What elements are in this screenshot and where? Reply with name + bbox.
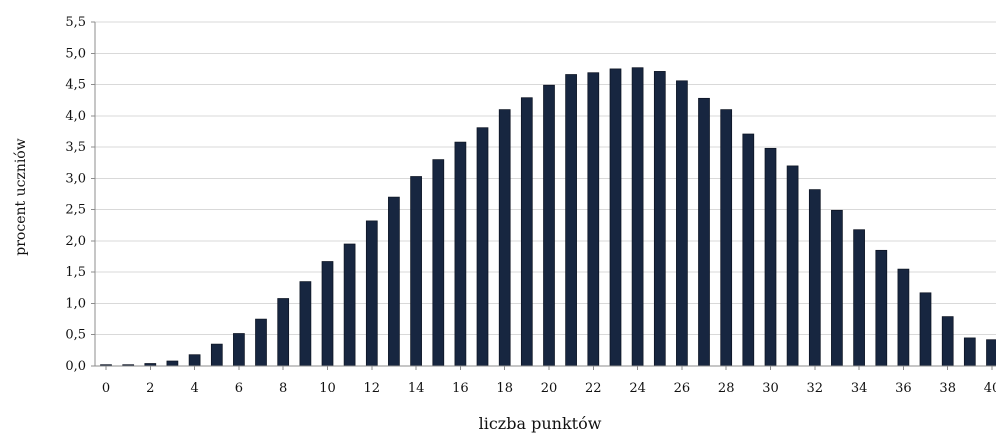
bar [831, 209, 843, 367]
y-tick-label: 3,0 [65, 171, 86, 186]
x-tick-label: 6 [235, 381, 243, 396]
bar [653, 71, 666, 367]
bar [432, 159, 445, 367]
x-tick-label: 28 [718, 381, 735, 396]
bar [543, 84, 555, 367]
x-tick-label: 0 [102, 381, 110, 396]
bar [498, 109, 511, 367]
y-tick-label: 0,5 [65, 328, 86, 343]
y-axis-tick-labels: 0,0 0,5 1,0 1,5 2,0 2,5 3,0 3,5 4,0 4,5 5,0 5,5 [65, 15, 86, 374]
bar [321, 261, 334, 367]
x-axis-tick-labels: 0246810121416182022242628303234363840 [102, 381, 996, 396]
y-tick-label: 0,0 [65, 359, 86, 374]
bar [631, 67, 644, 367]
bar [233, 333, 245, 367]
bar [587, 72, 600, 367]
y-tick-label: 3,5 [65, 140, 86, 155]
bar [720, 109, 733, 367]
y-tick-label: 5,0 [65, 46, 86, 61]
bar [210, 343, 223, 367]
bar [786, 165, 799, 367]
bar [188, 354, 201, 367]
y-tick-label: 5,5 [65, 15, 86, 30]
bar [520, 97, 533, 367]
x-tick-label: 30 [762, 381, 779, 396]
x-axis-title: liczba punktów [479, 414, 602, 433]
bar [388, 196, 400, 367]
bar [742, 133, 755, 367]
bar [698, 97, 710, 367]
x-tick-label: 24 [629, 381, 646, 396]
x-tick-label: 20 [541, 381, 558, 396]
y-tick-label: 4,5 [65, 78, 86, 93]
bar [875, 249, 888, 367]
x-tick-label: 22 [585, 381, 602, 396]
bar [255, 318, 267, 367]
y-tick-label: 1,5 [65, 265, 86, 280]
x-tick-label: 18 [496, 381, 513, 396]
bar [963, 337, 976, 367]
bar [808, 189, 821, 367]
x-tick-label: 4 [190, 381, 198, 396]
x-tick-label: 16 [452, 381, 469, 396]
x-tick-label: 34 [851, 381, 868, 396]
y-tick-label: 2,0 [65, 234, 86, 249]
y-axis-title: procent uczniów [13, 138, 29, 255]
bar [919, 292, 932, 367]
bar [897, 268, 910, 367]
x-tick-label: 14 [408, 381, 425, 396]
bar [986, 339, 996, 367]
x-tick-label: 40 [984, 381, 996, 396]
x-tick-label: 36 [895, 381, 912, 396]
bar [609, 68, 622, 367]
y-tick-label: 1,0 [65, 297, 86, 312]
bar-series [100, 67, 996, 367]
bar [454, 141, 467, 367]
bar [676, 80, 688, 367]
bar [166, 360, 179, 367]
bar [365, 220, 378, 367]
x-tick-label: 10 [319, 381, 336, 396]
axes [91, 21, 996, 370]
x-tick-label: 2 [146, 381, 154, 396]
x-tick-label: 12 [364, 381, 381, 396]
bar [277, 298, 290, 367]
x-tick-label: 32 [807, 381, 824, 396]
bar [565, 74, 577, 367]
bar [299, 281, 312, 367]
y-tick-label: 4,0 [65, 109, 86, 124]
bar [853, 229, 865, 367]
bar [410, 176, 422, 367]
x-tick-label: 8 [279, 381, 287, 396]
x-tick-label: 38 [939, 381, 956, 396]
bar [941, 316, 954, 367]
bar [343, 243, 356, 367]
bar [764, 147, 777, 367]
bar [476, 127, 489, 367]
y-tick-label: 2,5 [65, 203, 86, 218]
x-tick-label: 26 [674, 381, 691, 396]
